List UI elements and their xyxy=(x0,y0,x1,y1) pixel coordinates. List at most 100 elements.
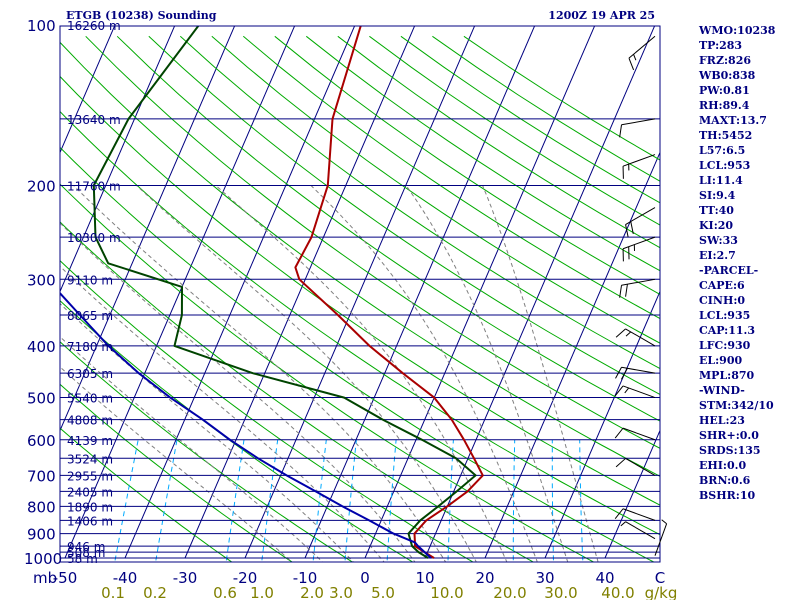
wind-barb-flag xyxy=(620,368,628,380)
wind-barb-flag xyxy=(619,285,623,298)
wind-barb xyxy=(615,458,656,476)
mixing-ratio-line xyxy=(114,439,139,562)
grid-lines xyxy=(60,26,660,562)
wind-barb-staff xyxy=(625,521,656,540)
wind-barb-flag xyxy=(625,284,628,297)
temperature-unit-label: C xyxy=(655,569,665,587)
wind-barb-staff xyxy=(622,236,656,250)
mixing-ratio-line xyxy=(344,439,357,562)
isotherm-line xyxy=(544,290,660,559)
sounding-index: WB0:838 xyxy=(699,69,756,82)
sounding-index: LFC:930 xyxy=(699,339,751,352)
sounding-index: TT:40 xyxy=(699,204,734,217)
sounding-indices-panel: WMO:10238 TP:283 FRZ:826 WB0:838 PW:0.81 RH:8… xyxy=(699,23,799,503)
mixing-ratio-tick-label: 1.0 xyxy=(250,584,274,600)
height-label: 13640 m xyxy=(67,113,121,127)
wind-barb-half-flag xyxy=(661,519,667,525)
sounding-index: -WIND- xyxy=(699,384,745,397)
isotherm-line xyxy=(60,26,236,432)
wind-barb-flag xyxy=(625,224,629,238)
dry-adiabat-line xyxy=(116,35,660,422)
mixing-ratio-line xyxy=(551,439,555,562)
dry-adiabat-line xyxy=(60,341,354,562)
sounding-index: MPL:870 xyxy=(699,369,755,382)
sounding-index: CAP:11.3 xyxy=(699,324,756,337)
temperature-tick-label: 10 xyxy=(415,569,434,587)
plot-frame xyxy=(59,25,661,563)
pressure-tick-label: 300 xyxy=(27,271,56,289)
height-label: 946 m xyxy=(67,540,105,554)
dry-adiabat-line xyxy=(60,110,660,536)
sounding-index: TH:5452 xyxy=(699,129,753,142)
pressure-tick-label: 600 xyxy=(27,432,56,450)
mixing-ratio-unit-label: g/kg xyxy=(645,584,678,600)
height-label: 10300 m xyxy=(67,231,121,245)
wind-barb xyxy=(615,328,656,347)
observation-time: 1200Z 19 APR 25 xyxy=(548,9,655,22)
isotherm-line xyxy=(304,26,536,559)
temperature-tick-label: 30 xyxy=(535,569,554,587)
dry-adiabat-line xyxy=(60,383,293,562)
dry-adiabat-line xyxy=(60,75,660,506)
mixing-ratio-tick-label: 30.0 xyxy=(544,584,577,600)
wind-barb-staff xyxy=(622,508,656,521)
mixing-ratio-line xyxy=(155,439,178,562)
wind-barb-half-flag xyxy=(620,521,626,527)
height-label: 7180 m xyxy=(67,340,113,354)
station-title: ETGB (10238) Sounding xyxy=(66,9,217,22)
pressure-tick-label: 900 xyxy=(27,526,56,544)
pressure-tick-label: 500 xyxy=(27,390,56,408)
sounding-index: PW:0.81 xyxy=(699,84,750,97)
wind-barb xyxy=(615,366,656,380)
dry-adiabat-line xyxy=(211,35,660,344)
sounding-index: BSHR:10 xyxy=(699,489,756,502)
mixing-ratio-line xyxy=(386,439,397,562)
dry-adiabat-line xyxy=(60,259,474,562)
height-label: 58 m xyxy=(67,552,98,566)
sounding-index: KI:20 xyxy=(699,219,734,232)
mixing-ratio-tick-label: 5.0 xyxy=(371,584,395,600)
wind-barb-flag xyxy=(615,367,622,379)
wind-barb-staff xyxy=(625,328,656,347)
mixing-ratio-tick-label: 3.0 xyxy=(329,584,353,600)
pressure-tick-label: 100 xyxy=(27,17,56,35)
height-label: 11760 m xyxy=(67,179,121,193)
dry-adiabat-line xyxy=(242,35,660,320)
moist-adiabat-line xyxy=(310,185,538,562)
wind-barb-flag xyxy=(614,508,624,519)
temperature-tick-label: -50 xyxy=(53,569,78,587)
temperature-tick-label: -20 xyxy=(233,569,258,587)
mixing-ratio-tick-label: 0.2 xyxy=(143,584,167,600)
mixing-ratio-line xyxy=(512,439,516,562)
height-label: 2955 m xyxy=(67,469,113,483)
sounding-index: MAXT:13.7 xyxy=(699,114,767,127)
temperature-tick-label: 20 xyxy=(475,569,494,587)
wind-barb xyxy=(622,236,656,262)
mixing-ratio-tick-label: 0.1 xyxy=(101,584,125,600)
sounding-index: FRZ:826 xyxy=(699,54,752,67)
pressure-tick-label: 700 xyxy=(27,467,56,485)
sounding-index: EHI:0.0 xyxy=(699,459,747,472)
height-label: 8065 m xyxy=(67,309,113,323)
sounding-index: -PARCEL- xyxy=(699,264,759,277)
sounding-index: WMO:10238 xyxy=(699,24,776,37)
wind-barb xyxy=(619,278,656,298)
wind-barb-flag xyxy=(630,221,634,235)
parcel-profile xyxy=(60,291,432,559)
isotherm-line xyxy=(244,26,476,559)
wind-barb-flag xyxy=(615,458,626,468)
temperature-tick-label: -10 xyxy=(293,569,318,587)
sounding-index: SHR+:0.0 xyxy=(699,429,759,442)
sounding-index: EL:900 xyxy=(699,354,743,367)
sounding-index: L57:6.5 xyxy=(699,144,746,157)
wind-barb-flag xyxy=(628,57,635,71)
sounding-index: LI:11.4 xyxy=(699,174,743,187)
sounding-index: CAPE:6 xyxy=(699,279,745,292)
pressure-tick-label: 400 xyxy=(27,338,56,356)
wind-barb xyxy=(614,427,656,441)
height-label: 1890 m xyxy=(67,500,113,514)
mixing-ratio-tick-label: 10.0 xyxy=(430,584,463,600)
sounding-index: CINH:0 xyxy=(699,294,746,307)
wind-barb-staff xyxy=(621,278,656,286)
